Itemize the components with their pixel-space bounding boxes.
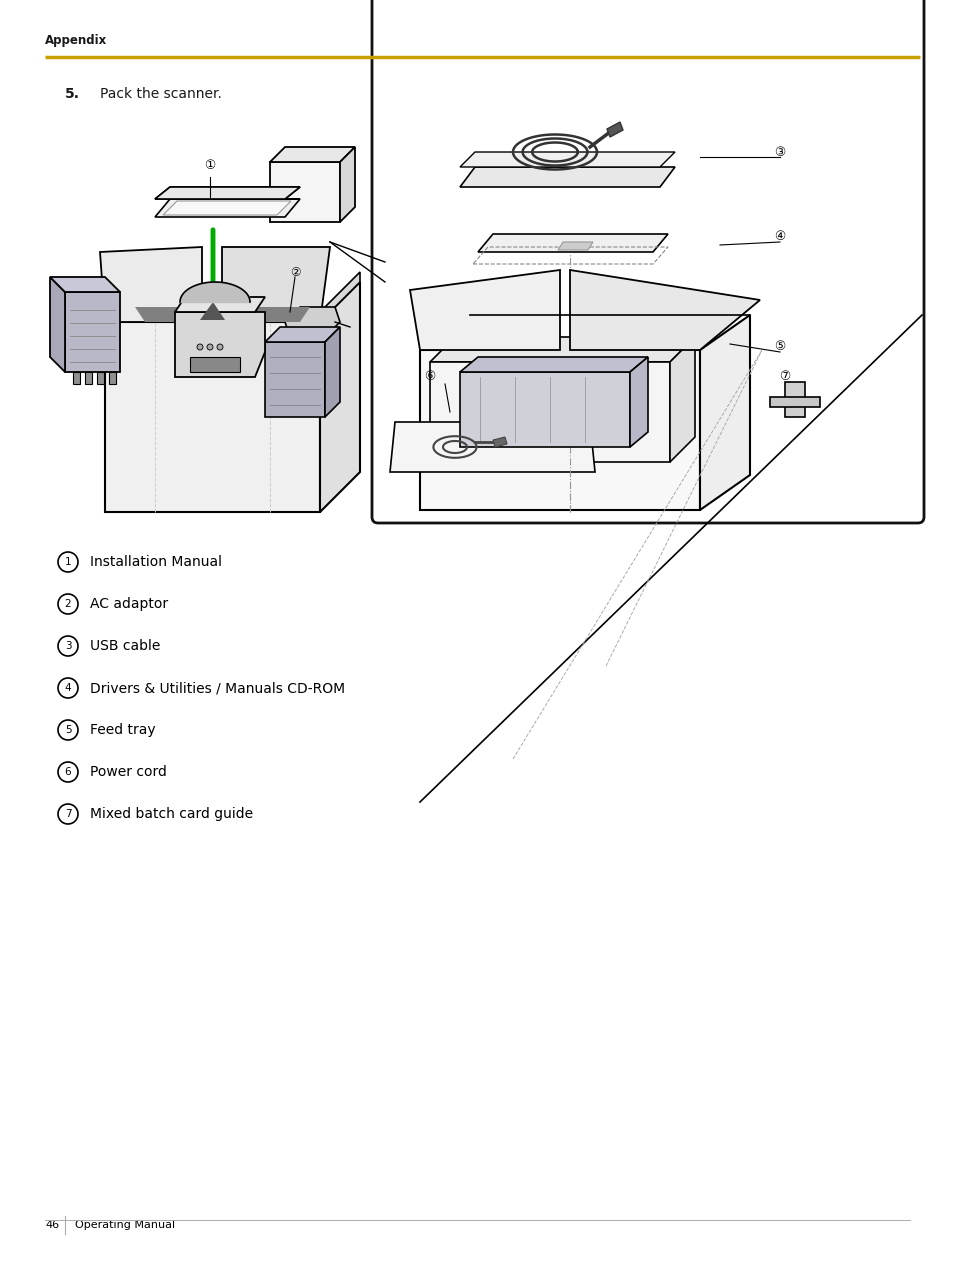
Text: Feed tray: Feed tray bbox=[90, 722, 155, 736]
Polygon shape bbox=[430, 337, 695, 363]
Polygon shape bbox=[154, 187, 299, 198]
Polygon shape bbox=[97, 371, 104, 384]
Text: Operating Manual: Operating Manual bbox=[75, 1220, 175, 1230]
Polygon shape bbox=[459, 371, 629, 446]
Polygon shape bbox=[669, 337, 695, 462]
Polygon shape bbox=[135, 307, 310, 322]
Polygon shape bbox=[222, 247, 330, 322]
Text: ⑤: ⑤ bbox=[774, 341, 785, 354]
Text: ⑥: ⑥ bbox=[424, 370, 436, 383]
Text: 7: 7 bbox=[65, 809, 71, 819]
Polygon shape bbox=[270, 148, 355, 162]
Polygon shape bbox=[493, 438, 506, 446]
Polygon shape bbox=[100, 247, 202, 322]
Circle shape bbox=[216, 343, 223, 350]
Polygon shape bbox=[174, 296, 265, 312]
Polygon shape bbox=[109, 371, 116, 384]
Polygon shape bbox=[459, 151, 675, 167]
Text: 5.: 5. bbox=[65, 86, 80, 100]
Polygon shape bbox=[339, 148, 355, 223]
Text: USB cable: USB cable bbox=[90, 639, 160, 653]
Polygon shape bbox=[430, 363, 669, 462]
Polygon shape bbox=[105, 322, 319, 513]
Text: Pack the scanner.: Pack the scanner. bbox=[100, 86, 222, 100]
Polygon shape bbox=[325, 327, 339, 417]
Text: 1: 1 bbox=[65, 557, 71, 567]
Polygon shape bbox=[190, 357, 240, 371]
Polygon shape bbox=[265, 327, 339, 342]
Text: ②: ② bbox=[290, 266, 300, 279]
Polygon shape bbox=[629, 357, 647, 446]
Text: 5: 5 bbox=[65, 725, 71, 735]
Text: AC adaptor: AC adaptor bbox=[90, 597, 168, 611]
Text: 4: 4 bbox=[65, 683, 71, 693]
Polygon shape bbox=[154, 187, 299, 198]
Text: Installation Manual: Installation Manual bbox=[90, 555, 222, 569]
Polygon shape bbox=[569, 270, 760, 350]
Text: Power cord: Power cord bbox=[90, 764, 167, 778]
Polygon shape bbox=[200, 301, 225, 321]
Polygon shape bbox=[85, 371, 91, 384]
Polygon shape bbox=[174, 312, 265, 377]
Polygon shape bbox=[154, 198, 299, 218]
Polygon shape bbox=[700, 315, 749, 510]
Polygon shape bbox=[265, 342, 325, 417]
Text: 46: 46 bbox=[45, 1220, 59, 1230]
Polygon shape bbox=[459, 357, 647, 371]
Polygon shape bbox=[419, 350, 700, 510]
Polygon shape bbox=[459, 167, 675, 187]
Text: 6: 6 bbox=[65, 767, 71, 777]
Text: ③: ③ bbox=[774, 145, 785, 159]
Polygon shape bbox=[477, 234, 667, 252]
Text: ⑦: ⑦ bbox=[779, 370, 790, 383]
Polygon shape bbox=[558, 242, 593, 251]
Polygon shape bbox=[65, 293, 120, 371]
Text: 2: 2 bbox=[65, 599, 71, 609]
Polygon shape bbox=[285, 307, 339, 337]
Polygon shape bbox=[50, 277, 65, 371]
Text: ①: ① bbox=[204, 159, 215, 172]
Polygon shape bbox=[769, 397, 820, 407]
Polygon shape bbox=[606, 122, 622, 137]
Circle shape bbox=[196, 343, 203, 350]
Polygon shape bbox=[410, 270, 559, 350]
Polygon shape bbox=[50, 277, 120, 293]
Polygon shape bbox=[319, 272, 359, 322]
Text: Mixed batch card guide: Mixed batch card guide bbox=[90, 806, 253, 820]
Circle shape bbox=[207, 343, 213, 350]
FancyBboxPatch shape bbox=[372, 0, 923, 523]
Text: 3: 3 bbox=[65, 641, 71, 651]
Polygon shape bbox=[319, 282, 359, 513]
Text: ④: ④ bbox=[774, 230, 785, 243]
Polygon shape bbox=[390, 422, 595, 472]
Polygon shape bbox=[270, 162, 339, 223]
Polygon shape bbox=[784, 382, 804, 417]
Text: Drivers & Utilities / Manuals CD-ROM: Drivers & Utilities / Manuals CD-ROM bbox=[90, 681, 345, 695]
Polygon shape bbox=[73, 371, 80, 384]
Text: Appendix: Appendix bbox=[45, 34, 107, 47]
Polygon shape bbox=[163, 201, 291, 215]
